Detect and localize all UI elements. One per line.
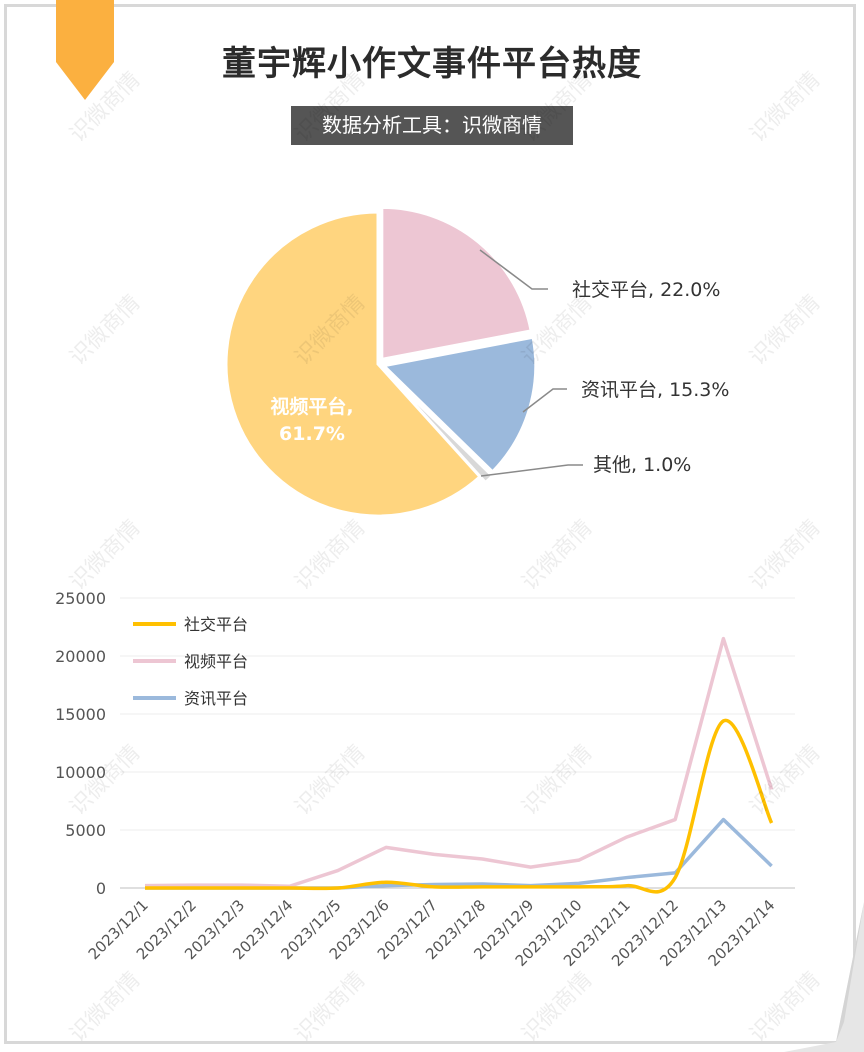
label-other-leader xyxy=(480,464,583,477)
slice-video xyxy=(224,210,483,518)
y-tick-label: 25000 xyxy=(55,589,106,608)
slice-other xyxy=(382,368,495,485)
line-chart: 05000100001500020000250002023/12/12023/1… xyxy=(55,589,795,970)
legend-label: 社交平台 xyxy=(184,615,248,634)
label-video-name: 视频平台, xyxy=(270,395,353,418)
label-other: 其他, 1.0% xyxy=(593,454,691,476)
y-tick-label: 20000 xyxy=(55,647,106,666)
card-frame xyxy=(4,4,856,1044)
series-social-line xyxy=(145,718,774,894)
data-source-badge: 数据分析工具：识微商情 xyxy=(291,106,573,145)
y-tick-label: 0 xyxy=(96,879,106,898)
y-tick-label: 10000 xyxy=(55,763,106,782)
label-video-pct: 61.7% xyxy=(279,423,345,445)
pie-chart: 视频平台, 61.7% 社交平台, 22.0% 资讯平台, 15.3% 其他, 1.0% xyxy=(224,205,729,518)
legend-label: 视频平台 xyxy=(184,652,248,671)
bookmark-ribbon xyxy=(56,0,114,100)
label-social: 社交平台, 22.0% xyxy=(572,279,720,301)
slice-news xyxy=(380,335,538,474)
legend-label: 资讯平台 xyxy=(184,689,248,708)
label-social-leader xyxy=(479,249,548,290)
y-tick-label: 15000 xyxy=(55,705,106,724)
series-video-line xyxy=(144,636,774,889)
label-news-leader xyxy=(522,388,567,413)
label-news: 资讯平台, 15.3% xyxy=(581,379,729,401)
y-tick-label: 5000 xyxy=(65,821,106,840)
slice-social xyxy=(380,205,533,362)
page-curl-corner xyxy=(784,902,864,1052)
page-title: 董宇辉小作文事件平台热度 xyxy=(222,44,642,84)
